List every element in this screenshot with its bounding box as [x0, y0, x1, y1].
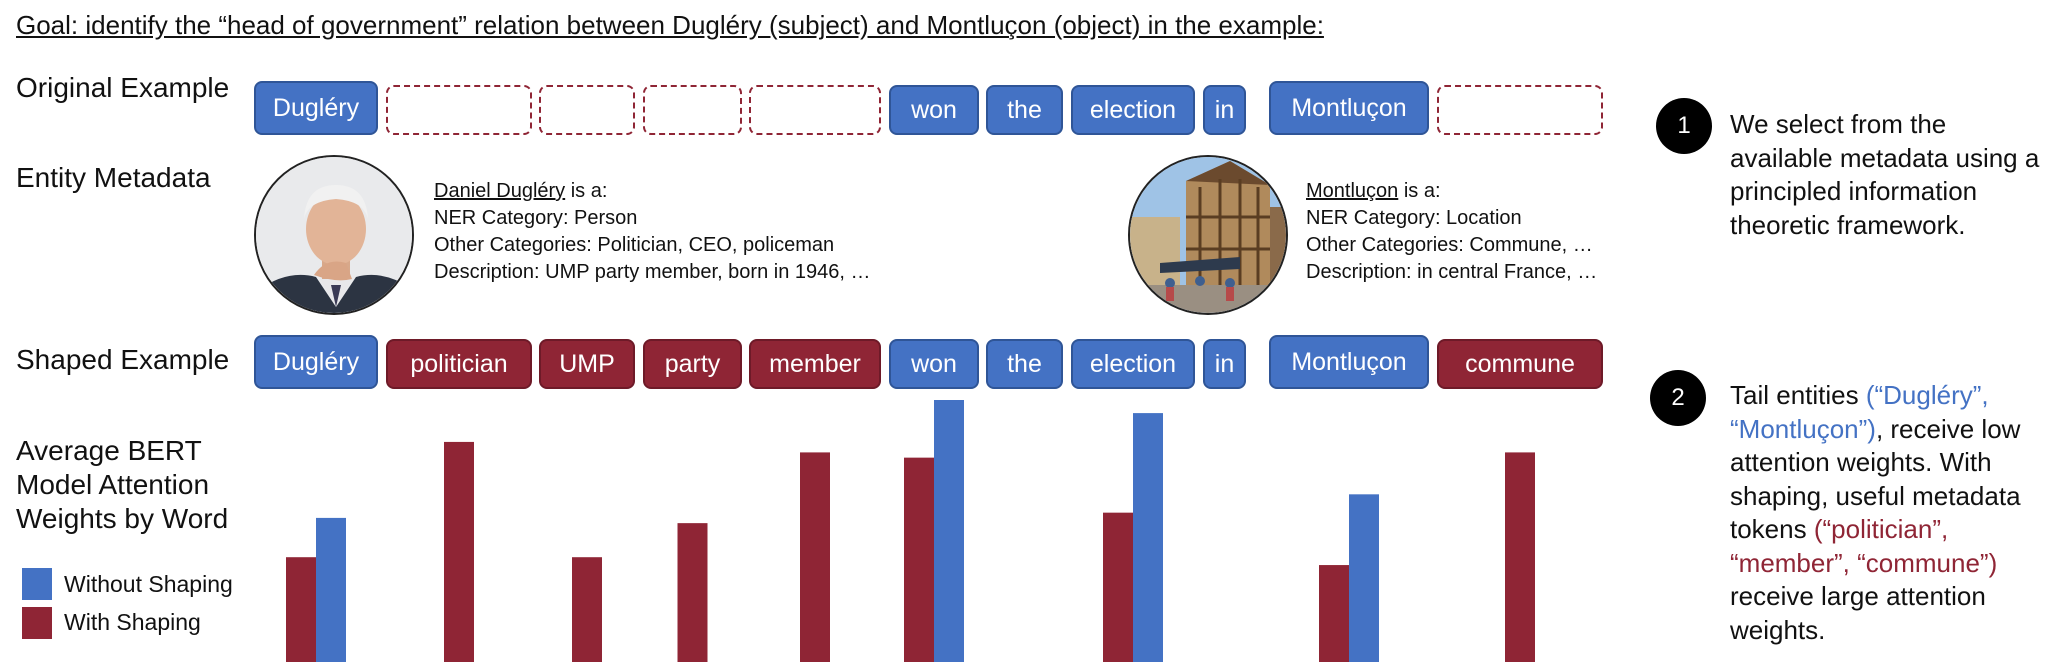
town-metadata: Montluçon is a: NER Category: Location O…	[1306, 178, 1597, 286]
step-2-highlight-metadata: (“politician”, “member”, “commune”)	[1730, 514, 1998, 578]
token-meta: politician	[386, 339, 532, 389]
step-1-text: We select from the available metadata us…	[1730, 109, 2040, 240]
bar-with-shaping-election	[1103, 512, 1133, 662]
ner-category-value: : Location	[1434, 207, 1522, 229]
token-word: in	[1203, 85, 1246, 135]
other-categories-value: : Politician, CEO, policeman	[586, 234, 835, 256]
chart-title-line: Average BERT	[16, 435, 202, 466]
step-2-highlight-entities: (“Dugléry”, “Montluçon”)	[1730, 380, 1989, 444]
bar-with-shaping-politician	[444, 441, 474, 662]
person-metadata: Daniel Dugléry is a: NER Category: Perso…	[434, 178, 871, 286]
token-word: election	[1071, 339, 1195, 389]
legend-swatch-with	[22, 607, 52, 639]
token-word: won	[889, 85, 979, 135]
legend-label-without: Without Shaping	[64, 571, 233, 597]
token-meta: member	[749, 339, 881, 389]
ner-category-value: : Person	[562, 207, 638, 229]
description-value: : UMP party member, born in 1946, …	[534, 261, 871, 283]
description-value: : in central France, …	[1406, 261, 1598, 283]
other-categories-label: Other Categories	[434, 234, 587, 256]
token-entity: Dugléry	[254, 335, 378, 389]
bar-with-shaping-commune	[1505, 452, 1535, 662]
person-photo	[254, 155, 414, 315]
shaped-example-label: Shaped Example	[16, 344, 230, 375]
step-1-badge: 1	[1656, 98, 1712, 154]
bar-with-shaping-member	[800, 452, 830, 662]
entity-metadata-label: Entity Metadata	[16, 162, 211, 193]
town-name: Montluçon	[1306, 180, 1399, 202]
person-is-a: is a:	[565, 180, 608, 202]
token-entity: Montluçon	[1269, 81, 1429, 135]
token-entity: Dugléry	[254, 81, 378, 135]
token-placeholder	[749, 85, 881, 135]
token-entity: Montluçon	[1269, 335, 1429, 389]
token-word: won	[889, 339, 979, 389]
bar-without-shaping-won	[934, 400, 964, 662]
step-2-text-part: , receive low attention weights. With sh…	[1730, 413, 2021, 545]
token-word: election	[1071, 85, 1195, 135]
step-2-text-part: receive large attention weights.	[1730, 581, 1986, 645]
town-is-a: is a:	[1398, 180, 1441, 202]
description-label: Description	[1306, 261, 1407, 283]
step-2-text-part: Tail entities	[1730, 380, 1866, 410]
legend-swatch-without	[22, 568, 52, 600]
token-word: the	[986, 85, 1063, 135]
token-placeholder	[1437, 85, 1603, 135]
chart-title-line: Weights by Word	[16, 503, 229, 534]
bar-with-shaping-Montluçon	[1319, 565, 1349, 662]
bar-without-shaping-Dugléry	[316, 517, 346, 662]
bar-without-shaping-Montluçon	[1349, 494, 1379, 662]
description-label: Description	[434, 261, 535, 283]
token-word: the	[986, 339, 1063, 389]
token-placeholder	[643, 85, 742, 135]
token-word: in	[1203, 339, 1246, 389]
token-meta: UMP	[539, 339, 635, 389]
bar-with-shaping-won	[904, 457, 934, 662]
other-categories-value: : Commune, …	[1458, 234, 1593, 256]
step-2-text: Tail entities (“Dugléry”, “Montluçon”), …	[1730, 379, 2056, 647]
token-placeholder	[386, 85, 532, 135]
goal-statement: Goal: identify the “head of government” …	[16, 10, 1324, 40]
legend-label-with: With Shaping	[64, 609, 201, 635]
bar-without-shaping-election	[1133, 413, 1163, 662]
person-name: Daniel Dugléry	[434, 180, 566, 202]
token-meta: commune	[1437, 339, 1603, 389]
ner-category-label: NER Category	[434, 207, 563, 229]
chart-title-line: Model Attention	[16, 469, 210, 500]
token-meta: party	[643, 339, 742, 389]
token-placeholder	[539, 85, 635, 135]
bar-with-shaping-Dugléry	[286, 557, 316, 662]
other-categories-label: Other Categories	[1306, 234, 1459, 256]
bar-with-shaping-UMP	[572, 557, 602, 662]
chart-title: Average BERT Model Attention Weights by …	[16, 434, 228, 536]
original-example-label: Original Example	[16, 72, 230, 103]
bar-with-shaping-party	[677, 523, 708, 662]
step-2-badge: 2	[1650, 370, 1706, 426]
ner-category-label: NER Category	[1306, 207, 1435, 229]
